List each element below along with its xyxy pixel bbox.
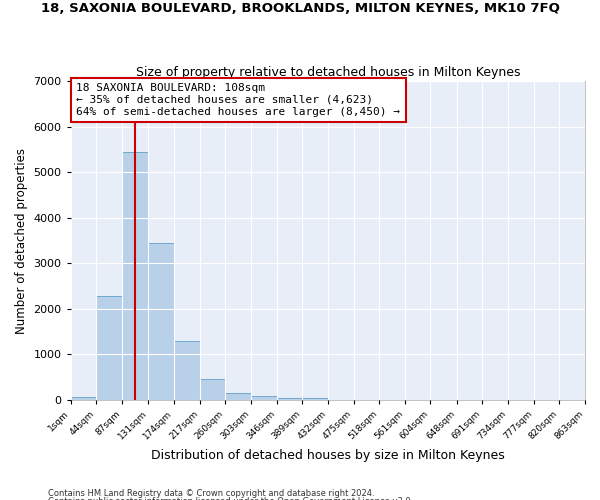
Bar [277, 398, 302, 400]
Bar [148, 244, 174, 400]
Y-axis label: Number of detached properties: Number of detached properties [15, 148, 28, 334]
Text: 18, SAXONIA BOULEVARD, BROOKLANDS, MILTON KEYNES, MK10 7FQ: 18, SAXONIA BOULEVARD, BROOKLANDS, MILTO… [41, 2, 559, 16]
Bar [97, 296, 122, 400]
Text: Contains HM Land Registry data © Crown copyright and database right 2024.: Contains HM Land Registry data © Crown c… [48, 488, 374, 498]
Bar [200, 378, 225, 400]
Text: 18 SAXONIA BOULEVARD: 108sqm
← 35% of detached houses are smaller (4,623)
64% of: 18 SAXONIA BOULEVARD: 108sqm ← 35% of de… [76, 84, 400, 116]
Bar [251, 396, 277, 400]
Title: Size of property relative to detached houses in Milton Keynes: Size of property relative to detached ho… [136, 66, 520, 78]
Bar [302, 398, 328, 400]
Bar [122, 152, 148, 400]
Bar [174, 341, 200, 400]
Bar [71, 396, 97, 400]
Text: Contains public sector information licensed under the Open Government Licence v3: Contains public sector information licen… [48, 497, 413, 500]
Bar [225, 393, 251, 400]
X-axis label: Distribution of detached houses by size in Milton Keynes: Distribution of detached houses by size … [151, 450, 505, 462]
